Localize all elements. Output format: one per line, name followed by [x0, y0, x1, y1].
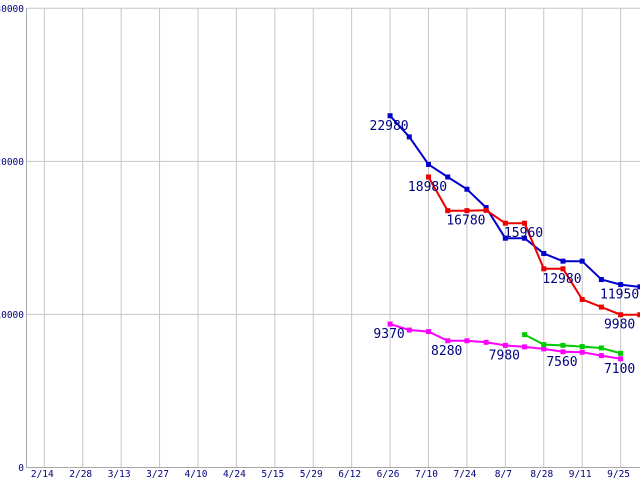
- y-tick-label: 30000: [0, 4, 24, 15]
- series-red: [426, 174, 640, 318]
- series-blue-marker: [387, 113, 393, 119]
- series-magenta-marker: [579, 349, 585, 355]
- x-tick-label: 6/12: [338, 469, 361, 480]
- series-red-marker: [522, 220, 528, 226]
- series-magenta-marker: [502, 342, 508, 348]
- x-tick-label: 9/11: [569, 469, 592, 480]
- series-green-marker: [598, 345, 604, 351]
- data-label: 8280: [431, 344, 462, 359]
- series-red-marker: [426, 174, 431, 180]
- data-labels: 22980 11950 18980 16780 15960 12980 9980 9370 82…: [370, 119, 640, 377]
- series-red-marker: [579, 296, 585, 302]
- series-magenta-marker: [483, 339, 489, 345]
- series-magenta-marker: [406, 327, 412, 333]
- series-blue-marker: [426, 161, 431, 167]
- data-label: 7100: [604, 362, 635, 377]
- x-tick-label: 3/27: [146, 469, 169, 480]
- series-green-marker: [541, 342, 547, 348]
- series-red-marker: [483, 207, 489, 213]
- x-tick-label: 2/28: [69, 469, 92, 480]
- series-green-line: [524, 333, 621, 355]
- series-blue-marker: [406, 134, 412, 140]
- data-label: 16780: [446, 214, 485, 229]
- series-magenta-marker: [445, 338, 451, 344]
- series-magenta-marker: [522, 344, 528, 350]
- x-tick-label: 8/28: [530, 469, 553, 480]
- data-label: 9980: [604, 318, 635, 333]
- series-red-line: [427, 176, 640, 316]
- x-tick-label: 7/10: [415, 469, 438, 480]
- series-blue-marker: [483, 205, 489, 211]
- series-green-marker: [618, 350, 624, 356]
- x-tick-label: 3/13: [108, 469, 131, 480]
- x-tick-label: 8/7: [495, 469, 512, 480]
- tick-labels: 30000 20000 10000 0 2/14 2/28 3/13 3/27 4/10 4/24…: [0, 4, 630, 480]
- series-blue-marker: [541, 251, 547, 257]
- x-tick-label: 5/29: [300, 469, 323, 480]
- x-tick-label: 2/14: [31, 469, 54, 480]
- series-green-marker: [579, 344, 585, 350]
- series-red-marker: [464, 208, 470, 214]
- x-tick-label: 4/24: [223, 469, 246, 480]
- series-green-marker: [560, 342, 566, 348]
- y-tick-label: 10000: [0, 310, 24, 321]
- series-red-marker: [598, 304, 604, 310]
- series-blue-marker: [560, 258, 566, 264]
- series-blue-line: [389, 115, 640, 288]
- data-label: 11950: [600, 288, 639, 303]
- data-label: 7980: [489, 348, 520, 363]
- series-magenta-marker: [598, 353, 604, 359]
- series-green: [522, 332, 624, 356]
- data-label: 18980: [408, 180, 447, 195]
- axes: [26, 8, 640, 468]
- data-label: 7560: [546, 355, 577, 370]
- series-magenta-marker: [387, 321, 393, 327]
- series-blue-marker: [445, 174, 451, 180]
- data-label: 15960: [504, 226, 543, 241]
- series-magenta-marker: [560, 349, 566, 355]
- series-red-marker: [541, 266, 547, 272]
- x-tick-label: 7/24: [453, 469, 476, 480]
- series-green-marker: [522, 332, 528, 338]
- series-magenta-marker: [464, 338, 470, 344]
- series-magenta-marker: [618, 356, 624, 362]
- series-blue-marker: [618, 282, 624, 288]
- series-red-marker: [560, 266, 566, 272]
- series-blue-marker: [522, 235, 528, 241]
- x-tick-label: 9/25: [607, 469, 630, 480]
- series-red-marker: [445, 208, 451, 214]
- x-tick-label: 5/15: [261, 469, 284, 480]
- series-blue: [387, 113, 640, 290]
- series-red-marker: [502, 220, 508, 226]
- data-label: 9370: [373, 327, 404, 342]
- data-label: 22980: [370, 119, 409, 134]
- series-magenta-marker: [541, 346, 547, 352]
- x-tick-label: 6/26: [377, 469, 400, 480]
- x-tick-label: 4/10: [185, 469, 208, 480]
- gridlines: [26, 7, 640, 468]
- series-blue-marker: [579, 258, 585, 264]
- series-blue-marker: [502, 235, 508, 241]
- data-label: 12980: [542, 272, 581, 287]
- series-red-marker: [637, 312, 640, 318]
- series-magenta: [387, 321, 624, 362]
- series-magenta-marker: [426, 329, 431, 335]
- series-blue-marker: [637, 284, 640, 290]
- series-blue-marker: [598, 277, 604, 283]
- y-tick-label: 20000: [0, 157, 24, 168]
- series-blue-marker: [464, 186, 470, 192]
- series-red-marker: [618, 312, 624, 318]
- y-tick-label: 0: [18, 463, 24, 474]
